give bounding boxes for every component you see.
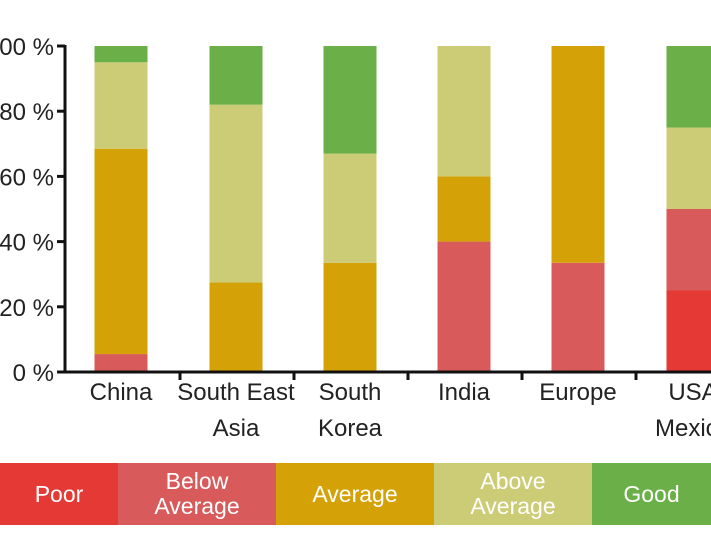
x-category-label: India [438, 379, 491, 406]
bar-segment [94, 148, 148, 355]
y-tick-label: 100 % [0, 34, 54, 61]
y-tick-label: 20 % [0, 295, 54, 322]
x-category-label: China [90, 379, 153, 406]
bar-segment [209, 46, 263, 105]
bar-segment [323, 46, 377, 154]
legend-label: Above Average [470, 468, 556, 519]
legend-item: Average [276, 463, 434, 525]
x-category-label: South Korea [318, 379, 383, 442]
bar-segment [94, 46, 148, 63]
y-tick-label: 0 % [13, 360, 54, 387]
x-category-label: South East Asia [177, 379, 295, 442]
x-category-label: USAMexico [655, 379, 711, 442]
bar-segment [323, 153, 377, 263]
x-category-label: Europe [539, 379, 616, 406]
bar-segment [94, 354, 148, 372]
legend-item: Above Average [434, 463, 592, 525]
bars [94, 46, 711, 372]
bar-segment [437, 241, 491, 372]
bar-segment [551, 262, 605, 372]
y-tick-label: 60 % [0, 164, 54, 191]
y-tick-label: 80 % [0, 99, 54, 126]
bar-segment [323, 262, 377, 372]
bar-segment [666, 290, 711, 372]
legend-item: Poor [0, 463, 118, 525]
bar-segment [666, 127, 711, 209]
legend-label: Good [623, 480, 680, 507]
legend-label: Poor [34, 480, 84, 507]
bar-segment [94, 62, 148, 149]
y-tick-label: 40 % [0, 230, 54, 257]
bar-segment [437, 176, 491, 242]
legend-label: Average [312, 480, 398, 507]
bar-segment [666, 209, 711, 291]
legend-item: Good [592, 463, 711, 525]
bar-segment [209, 282, 263, 372]
bar-segment [437, 46, 491, 177]
y-axis: 0 % 20 % 40 % 60 % 80 % 100 % [0, 34, 67, 387]
legend-label: Below Average [154, 468, 240, 519]
legend: Poor Below Average Average Above Average Good [0, 463, 711, 525]
legend-item: Below Average [118, 463, 276, 525]
stacked-bar-chart: 0 % 20 % 40 % 60 % 80 % 100 % China South East… [0, 34, 711, 442]
bar-segment [209, 104, 263, 283]
bar-segment [551, 46, 605, 263]
bar-segment [666, 46, 711, 128]
x-axis: China South East Asia South Korea India Europe… [64, 370, 711, 442]
